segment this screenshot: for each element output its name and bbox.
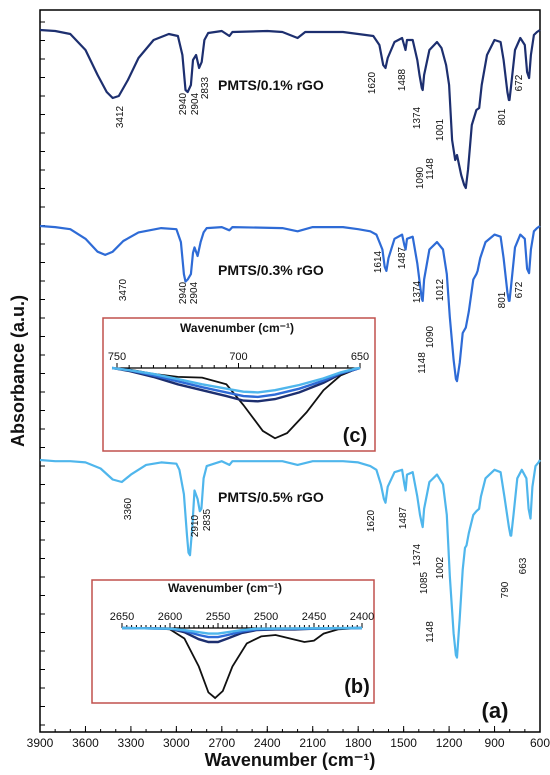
peak-label: 2904 [189,281,200,304]
peak-label: 663 [518,557,529,574]
inset-curve [121,626,363,635]
inset-tick-label: 2650 [110,611,134,623]
peak-label: 1487 [397,246,408,269]
y-axis-title: Absorbance (a.u.) [8,295,28,447]
peak-label: 1374 [412,543,423,566]
x-tick-label: 2400 [254,736,281,750]
x-tick-label: 3900 [27,736,54,750]
peak-label: 1090 [415,166,426,189]
inset-tick-label: 2600 [158,611,182,623]
peak-label: 2910 [190,514,201,537]
peak-label: 2940 [178,92,189,115]
x-tick-label: 900 [485,736,505,750]
inset-c-title: Wavenumber (cm⁻¹) [180,321,294,335]
peak-label: 1001 [435,118,446,141]
series-line-2 [39,224,541,383]
x-tick-label: 1200 [436,736,463,750]
inset-tick-label: 700 [229,351,247,363]
peak-label: 1614 [373,250,384,273]
peak-label: 1620 [367,71,378,94]
peak-label: 672 [514,74,525,91]
inset-curve [111,366,361,394]
x-tick-label: 1500 [390,736,417,750]
peak-label: 2833 [200,76,211,99]
peak-label: 1488 [397,68,408,91]
peak-label: 672 [514,281,525,298]
peak-label: 790 [500,581,511,598]
y-axis-ticks [40,21,45,726]
x-tick-label: 3300 [118,736,145,750]
inset-tick-label: 650 [351,351,369,363]
x-tick-label: 1800 [345,736,372,750]
peak-label: 2904 [190,92,201,115]
inset-c-frame [102,317,376,452]
series-layer [39,28,541,659]
inset-curve [122,627,363,700]
peak-label: 801 [497,108,508,125]
peak-label: 1487 [398,506,409,529]
inset-b-curves [121,626,363,700]
inset-b-title: Wavenumber (cm⁻¹) [168,581,282,595]
inset-tick-label: 2550 [206,611,230,623]
peak-label: 1148 [417,352,428,374]
peak-label: 1002 [435,556,446,579]
peak-label: 3412 [115,105,126,128]
peak-label: 1085 [419,571,430,594]
inset-b-label: (b) [344,676,370,698]
series-line-3 [39,458,541,659]
inset-tick-label: 750 [108,351,126,363]
x-axis-ticks: 3900 3600 3300 3000 2700 2400 2100 1800 1500 1200… [27,726,550,750]
inset-c-ticks: 750 700 650 [108,351,369,369]
inset-tick-label: 2500 [254,611,278,623]
series-label-2: PMTS/0.3% rGO [218,262,324,278]
peak-label: 3470 [118,278,129,301]
inset-c-label: (c) [343,425,367,447]
peak-label: 1012 [435,278,446,301]
peak-label: 1148 [425,158,436,180]
plot-frame [39,9,541,733]
peak-label: 1374 [412,106,423,129]
peak-label: 1148 [425,621,436,643]
inset-tick-label: 2450 [302,611,326,623]
inset-c: Wavenumber (cm⁻¹) 750 700 650 (c) [102,317,376,452]
x-tick-label: 2100 [299,736,326,750]
inset-b-frame [91,579,375,704]
series-label-3: PMTS/0.5% rGO [218,489,324,505]
peak-label: 1374 [412,280,423,303]
inset-tick-label: 2400 [350,611,374,623]
panel-label-a: (a) [482,698,509,723]
inset-c-curves [111,366,361,440]
peak-label: 3360 [123,497,134,520]
series-label-1: PMTS/0.1% rGO [218,77,324,93]
peak-label: 2940 [178,281,189,304]
x-tick-label: 600 [530,736,550,750]
x-tick-label: 3600 [72,736,99,750]
x-axis-title: Wavenumber (cm⁻¹) [205,750,376,770]
peak-label: 2835 [202,508,213,531]
x-tick-label: 3000 [163,736,190,750]
peak-label: 1090 [425,325,436,348]
x-tick-label: 2700 [208,736,235,750]
inset-b-ticks: 2650 2600 2550 2500 2450 2400 [110,611,374,629]
peak-label: 801 [497,291,508,308]
peak-label: 1620 [366,509,377,532]
series-line-1 [39,28,541,190]
inset-b: Wavenumber (cm⁻¹) 2650 2600 2550 2500 2450 24… [91,579,375,704]
